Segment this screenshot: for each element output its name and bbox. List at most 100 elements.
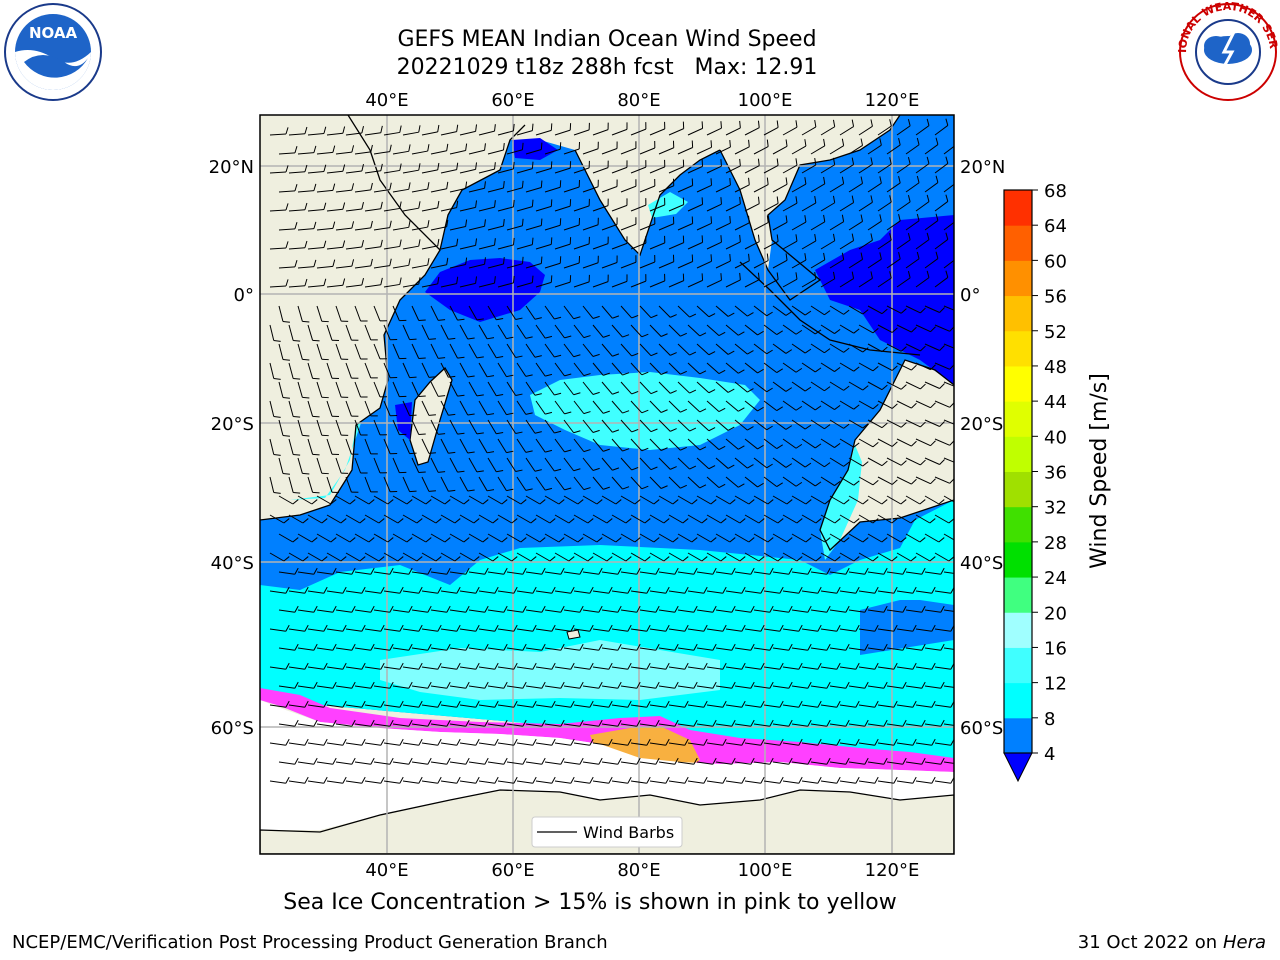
wind-barb [525,180,543,193]
wind-barb [601,681,622,689]
wind-barb [744,362,764,374]
wind-barb [421,362,436,378]
wind-barb [421,200,440,212]
wind-barb [839,119,855,136]
wind-barb [630,274,647,288]
wind-barb [848,419,869,429]
wind-barb [943,495,954,503]
wind-barb [867,176,882,193]
lon-tick-bottom: 80°E [617,860,660,881]
colorbar-segment [1004,471,1032,508]
wind-barb [345,700,366,708]
wind-barb [440,124,459,136]
wind-barb [839,438,860,448]
wind-barb [506,495,527,505]
footer-branch: NCEP/EMC/Verification Post Processing Pr… [12,932,608,953]
wind-barb [677,533,698,543]
wind-barb [696,419,716,432]
wind-barb [867,533,888,543]
wind-barb [563,305,581,320]
wind-barb [858,776,879,784]
wind-barb [373,220,392,231]
wind-barb [544,305,562,320]
wind-barb [801,476,822,487]
wind-barb [924,251,939,269]
wind-barb [563,533,584,543]
wind-barb [354,605,375,613]
wind-barb [335,757,356,765]
wind-barb [915,514,936,524]
wind-barb [877,438,898,447]
wind-barb [877,400,898,409]
wind-barb [839,400,860,410]
wind-barb [639,643,660,651]
wind-barb [592,236,609,250]
wind-barb [402,277,421,288]
lat-tick-left: 0° [234,285,254,306]
wind-barb [411,220,430,231]
wind-barb [763,196,779,212]
wind-barb [867,567,888,575]
wind-barb [905,137,920,155]
wind-barb [801,552,822,562]
wind-barb [335,567,356,575]
wind-barb [877,157,892,174]
wind-barb [563,643,584,651]
colorbar-tick-label: 68 [1044,181,1067,202]
wind-barb [839,157,855,174]
wind-barb [877,233,892,250]
wind-barb [734,757,755,765]
wind-barb [791,533,812,543]
wind-barb [421,586,442,594]
wind-barb [763,438,783,450]
wind-barb [573,236,590,250]
wind-barb [582,719,603,727]
wind-barb [801,662,822,670]
wind-barb [535,476,553,491]
wind-barb [402,362,417,379]
wind-barb [668,624,689,632]
wind-barb [924,343,945,351]
lon-tick-bottom: 120°E [865,860,920,881]
wind-barb [915,156,930,174]
wind-barb [468,757,489,765]
wind-barb [411,457,426,474]
wind-barb [563,255,581,269]
wind-barb [630,738,651,746]
wind-barb [582,305,600,319]
wind-barb [383,438,398,455]
wind-barb [915,400,936,409]
wind-barb [506,142,524,155]
wind-barb [601,567,622,575]
wind-barb [525,681,546,689]
wind-barb [373,757,394,765]
wind-barb [307,552,328,562]
wind-barb [801,119,817,136]
wind-barb [544,681,565,689]
wind-barb [782,120,798,136]
wind-barb [459,514,480,524]
wind-barb [905,305,926,314]
colorbar-segment [1004,225,1032,261]
wind-barb [639,533,660,543]
wind-barb [687,586,708,594]
wind-barb [573,662,594,670]
colorbar-tick-label: 12 [1044,674,1067,695]
wind-barb [649,197,666,212]
wind-barb [753,643,774,651]
wind-barb [592,122,609,136]
wind-barb [430,495,451,505]
wind-barb [886,605,907,613]
wind-barb [668,235,685,250]
wind-barb [905,213,920,231]
wind-barb [877,586,898,594]
wind-barb [316,305,329,323]
wind-barb [497,324,514,340]
wind-barb [516,552,537,562]
wind-barb [383,552,404,562]
wind-barb [421,438,436,454]
wind-barb [791,567,812,575]
wind-barb [924,757,945,765]
wind-barb [554,738,575,746]
wind-barb [592,586,613,594]
